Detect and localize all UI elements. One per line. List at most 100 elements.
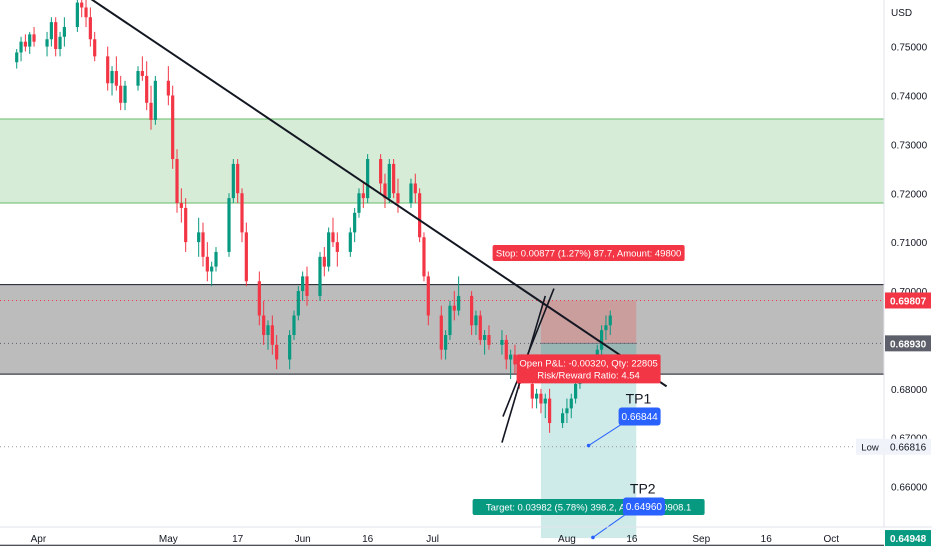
candle-body <box>227 198 231 252</box>
x-tick-label-1: May <box>159 534 178 545</box>
candle-body <box>266 325 270 336</box>
tp1-label: TP1 <box>626 391 652 407</box>
candle-body <box>231 163 235 199</box>
descending-trendline <box>90 0 668 388</box>
candle-body <box>322 256 326 267</box>
candle-body <box>210 266 214 272</box>
candle-body <box>335 242 339 252</box>
candle-body <box>548 398 552 424</box>
candle-body <box>305 276 309 296</box>
candle-body <box>244 232 248 282</box>
candle-body <box>409 183 413 204</box>
stop-callout-text: Stop: 0.00877 (1.27%) 87.7, Amount: 4980… <box>496 249 681 260</box>
candle-body <box>439 315 443 350</box>
candle-body <box>93 39 97 57</box>
candle-body <box>574 383 578 399</box>
candle-body <box>106 56 110 84</box>
candle-body <box>561 413 565 424</box>
candle-body <box>535 393 539 399</box>
tp2-annotation: TP2 0.64960 <box>591 480 665 540</box>
candle-body <box>565 408 569 414</box>
candle-body <box>392 163 396 194</box>
tp1-price-box <box>618 407 661 426</box>
candle-body <box>413 183 417 194</box>
target-callout-text: Target: 0.03982 (5.78%) 398.2, Amount: 5… <box>486 503 691 514</box>
x-tick-label-9: 16 <box>761 534 773 545</box>
candle-body <box>54 22 58 50</box>
stop-callout: Stop: 0.00877 (1.27%) 87.7, Amount: 4980… <box>492 245 685 261</box>
x-tick-label-6: Aug <box>558 534 576 545</box>
candle-body <box>23 41 27 47</box>
candle-body <box>539 393 543 404</box>
target-price-label: 0.64948 <box>885 530 931 547</box>
low-price-label: Low 0.66816 <box>856 438 931 455</box>
y-tick-label-4: 0.71000 <box>891 238 928 249</box>
candle-body <box>331 232 335 243</box>
candle-body <box>448 305 452 336</box>
candle-body <box>296 291 300 316</box>
stop-price-box <box>885 292 931 309</box>
pnl-line1-text: Open P&L: -0.00320, Qty: 22805 <box>519 358 657 369</box>
candle-body <box>474 315 478 326</box>
target-callout: Target: 0.03982 (5.78%) 398.2, Amount: 5… <box>472 499 705 515</box>
candle-body <box>84 7 88 18</box>
candle-body <box>470 295 474 326</box>
candle-body <box>114 71 118 86</box>
annotations-layer: Stop: 0.00877 (1.27%) 87.7, Amount: 4980… <box>472 245 705 540</box>
pnl-line2-text: Risk/Reward Ratio: 4.54 <box>537 370 639 381</box>
candle-body <box>270 325 274 345</box>
y-tick-label-6: 0.68000 <box>891 385 928 396</box>
candle-body <box>604 325 608 331</box>
candle-body <box>292 315 296 336</box>
candle-body <box>58 36 62 50</box>
candle-body <box>275 344 279 360</box>
candle-body <box>201 232 205 257</box>
candle-body <box>608 315 612 326</box>
x-tick-label-5: Jul <box>426 534 439 545</box>
candle-body <box>530 383 534 399</box>
candle-body <box>32 34 36 42</box>
candle-body <box>197 232 201 243</box>
candle-body <box>153 80 157 120</box>
candle-body <box>49 22 53 40</box>
tp1-price: 0.66844 <box>622 412 659 423</box>
candle-body <box>509 354 513 360</box>
target-price-box <box>885 530 931 547</box>
candle-body <box>140 71 144 76</box>
candle-body <box>452 305 456 311</box>
candle-body <box>504 339 508 360</box>
candle-body <box>387 163 391 199</box>
low-tag-box <box>856 438 884 455</box>
candle-body <box>240 193 244 233</box>
candle-body <box>383 183 387 199</box>
candle-body <box>149 102 153 120</box>
candle-body <box>123 85 127 103</box>
candle-body <box>478 315 482 340</box>
candle-body <box>353 212 357 233</box>
candle-body <box>457 295 461 311</box>
stop-price-label: 0.69807 <box>885 292 931 309</box>
candle-body <box>166 80 170 96</box>
y-tick-label-1: 0.74000 <box>891 91 928 102</box>
candle-body <box>45 39 49 47</box>
pnl-callout: Open P&L: -0.00320, Qty: 22805Risk/Rewar… <box>516 354 661 384</box>
y-tick-label-3: 0.72000 <box>891 189 928 200</box>
candle-body <box>214 251 218 267</box>
candle-body <box>348 232 352 252</box>
tp2-price: 0.64960 <box>626 502 663 513</box>
candle-body <box>600 330 604 350</box>
stop-callout-box <box>492 245 685 261</box>
candle-body <box>80 2 84 8</box>
candle-body <box>396 193 400 204</box>
low-price-text: 0.66816 <box>890 443 927 454</box>
candle-body <box>236 163 240 194</box>
tp2-label: TP2 <box>630 480 656 496</box>
y-tick-label-2: 0.73000 <box>891 140 928 151</box>
candle-body <box>379 159 383 184</box>
candle-body <box>205 256 209 272</box>
target-price-text: 0.64948 <box>890 534 927 545</box>
x-tick-label-3: Jun <box>295 534 311 545</box>
candle-body <box>119 85 123 103</box>
stop-loss-area <box>540 300 637 344</box>
